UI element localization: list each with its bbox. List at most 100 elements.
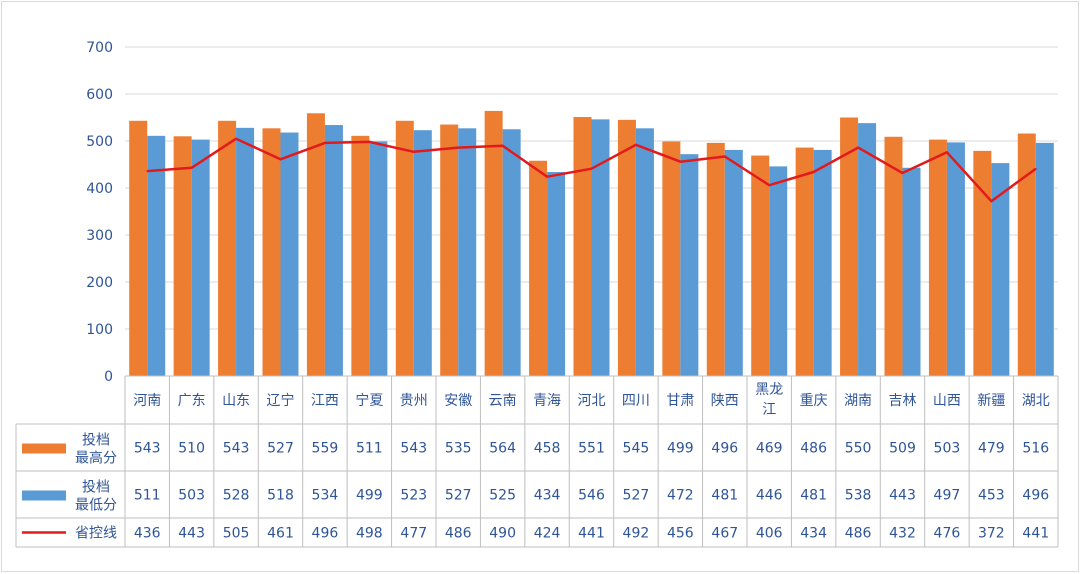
y-tick-label: 700: [86, 40, 113, 56]
bar-min-score: [680, 154, 699, 376]
bar-min-score: [1035, 142, 1054, 376]
table-value: 525: [489, 488, 516, 504]
table-value: 496: [1022, 488, 1049, 504]
table-value: 372: [978, 526, 1005, 542]
table-value: 546: [578, 488, 605, 504]
legend-label: 投档: [82, 433, 110, 449]
table-value: 534: [312, 488, 339, 504]
category-label: 河南: [133, 393, 161, 409]
category-label: 山西: [933, 393, 961, 409]
table-value: 424: [534, 526, 561, 542]
line-point: [501, 144, 504, 147]
line-point: [457, 146, 460, 149]
table-value: 477: [400, 526, 427, 542]
bar-max-score: [173, 136, 192, 376]
legend-label: 省控线: [75, 526, 117, 542]
y-tick-label: 500: [86, 134, 113, 150]
table-value: 528: [223, 488, 250, 504]
table-value: 496: [711, 441, 738, 457]
table-value: 498: [356, 526, 383, 542]
category-label: 安徽: [444, 393, 472, 409]
table-value: 469: [756, 441, 783, 457]
category-label: 云南: [489, 393, 517, 409]
bar-min-score: [502, 129, 521, 376]
bar-min-score: [236, 127, 255, 376]
legend-swatch-min: [22, 490, 66, 501]
category-label: 河北: [578, 393, 606, 409]
table-value: 564: [489, 441, 516, 457]
bar-max-score: [973, 150, 992, 376]
table-value: 499: [667, 441, 694, 457]
table-value: 456: [667, 526, 694, 542]
line-point: [1034, 167, 1037, 170]
bar-min-score: [413, 130, 432, 376]
category-label: 江: [762, 402, 776, 418]
table-value: 461: [267, 526, 294, 542]
table-value: 497: [934, 488, 961, 504]
line-point: [946, 151, 948, 154]
category-label: 湖北: [1022, 393, 1050, 409]
category-label: 青海: [533, 393, 561, 409]
table-value: 432: [889, 526, 916, 542]
bar-min-score: [280, 132, 299, 376]
bar-min-score: [191, 139, 210, 376]
table-value: 509: [889, 441, 916, 457]
table-value: 510: [178, 441, 205, 457]
table-value: 527: [267, 441, 294, 457]
line-point: [368, 141, 371, 143]
category-label: 贵州: [400, 393, 428, 409]
table-value: 511: [356, 441, 383, 457]
table-value: 518: [267, 488, 294, 504]
table-value: 516: [1022, 441, 1049, 457]
table-value: 479: [978, 441, 1005, 457]
legend-label: 最高分: [75, 450, 117, 467]
line-point: [857, 146, 859, 149]
category-label: 甘肃: [666, 393, 694, 409]
category-label: 新疆: [977, 393, 1005, 409]
table-value: 527: [623, 488, 650, 504]
table-value: 434: [534, 488, 561, 504]
bar-max-score: [351, 135, 370, 376]
table-value: 543: [134, 441, 161, 457]
bar-min-score: [591, 119, 610, 376]
line-point: [901, 172, 904, 174]
bar-max-score: [262, 128, 281, 376]
bar-max-score: [617, 119, 636, 376]
line-point: [679, 160, 682, 163]
line-point: [324, 142, 326, 144]
table-value: 458: [534, 441, 561, 457]
table-value: 538: [845, 488, 872, 504]
category-label: 辽宁: [267, 392, 295, 409]
table-value: 453: [978, 488, 1005, 504]
line-point: [190, 166, 193, 169]
legend-swatch-max: [22, 443, 66, 454]
bar-min-score: [147, 135, 166, 376]
line-point: [412, 151, 415, 153]
bar-min-score: [635, 128, 654, 376]
category-label: 重庆: [800, 393, 828, 409]
bar-min-score: [991, 163, 1010, 376]
table-value: 476: [934, 526, 961, 542]
bar-max-score: [440, 124, 459, 376]
table-value: 503: [178, 488, 205, 504]
line-point: [590, 167, 593, 170]
line-point: [990, 200, 993, 202]
table-value: 523: [400, 488, 427, 504]
table-value: 527: [445, 488, 472, 504]
line-point: [768, 184, 771, 186]
bar-min-score: [946, 142, 965, 376]
bar-max-score: [129, 120, 148, 376]
bar-max-score: [573, 117, 592, 376]
table-value: 467: [711, 526, 738, 542]
category-label: 江西: [311, 393, 339, 409]
y-tick-label: 600: [86, 87, 113, 103]
table-value: 481: [711, 488, 738, 504]
table-value: 559: [312, 441, 339, 457]
bar-min-score: [724, 149, 743, 376]
legend-label: 投档: [82, 480, 110, 496]
bar-min-score: [458, 128, 477, 376]
line-point: [235, 137, 237, 140]
table-value: 436: [134, 526, 161, 542]
table-value: 511: [134, 488, 161, 504]
